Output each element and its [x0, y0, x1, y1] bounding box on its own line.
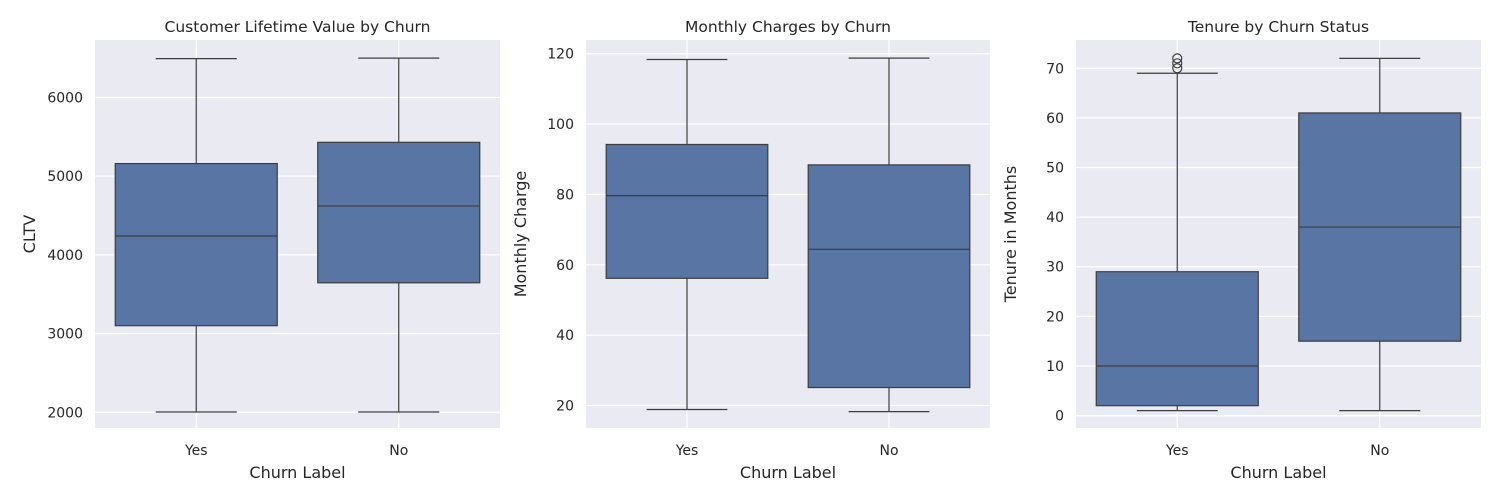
- y-tick-label: 0: [1055, 409, 1064, 425]
- chart-title: Customer Lifetime Value by Churn: [165, 18, 431, 36]
- y-axis-label: Monthly Charge: [511, 171, 530, 298]
- chart-panel-tenure: 0 10 20 30 40 50 60 70 Yes No Tenure by Churn Stat…: [1001, 18, 1481, 482]
- y-tick-label: 4000: [47, 248, 83, 264]
- y-tick-label: 3000: [47, 327, 83, 343]
- box-yes: [605, 58, 769, 411]
- y-tick-label: 20: [556, 398, 574, 414]
- box-no: [1298, 57, 1462, 412]
- y-tick-label: 100: [547, 117, 574, 133]
- y-tick-label: 6000: [47, 90, 83, 106]
- x-axis-label: Churn Label: [1230, 463, 1326, 482]
- y-tick-label: 40: [1046, 210, 1064, 226]
- y-tick-label: 30: [1046, 260, 1064, 276]
- x-tick-label: No: [1370, 443, 1389, 459]
- y-tick-label: 50: [1046, 161, 1064, 177]
- x-tick-label: Yes: [184, 443, 208, 459]
- box-yes: [1095, 53, 1259, 412]
- box-body: [807, 164, 971, 389]
- y-tick-label: 10: [1046, 359, 1064, 375]
- y-axis-label: Tenure in Months: [1001, 166, 1020, 304]
- y-tick-label: 80: [556, 187, 574, 203]
- y-tick-label: 40: [556, 328, 574, 344]
- y-tick-label: 60: [1046, 111, 1064, 127]
- box-no: [807, 57, 971, 413]
- box-body: [114, 162, 278, 327]
- box-yes: [114, 58, 278, 413]
- box-body: [1095, 271, 1259, 407]
- y-tick-label: 70: [1046, 61, 1064, 77]
- outlier-point: [1172, 63, 1183, 74]
- chart-panel-monthly-charges: 20 40 60 80 100 120 Yes No Monthly Charges by Ch…: [511, 18, 990, 482]
- y-tick-label: 5000: [47, 169, 83, 185]
- chart-title: Monthly Charges by Churn: [685, 18, 891, 36]
- outlier-point: [1172, 58, 1183, 69]
- box-no: [317, 57, 481, 413]
- x-tick-label: No: [389, 443, 408, 459]
- x-tick-label: No: [879, 443, 898, 459]
- x-axis-label: Churn Label: [249, 463, 345, 482]
- y-tick-label: 120: [547, 47, 574, 63]
- chart-panel-cltv: 2000 3000 4000 5000 6000 Yes No Customer Lifeti…: [20, 18, 500, 482]
- x-tick-label: Yes: [1165, 443, 1189, 459]
- box-body: [317, 141, 481, 284]
- box-body: [605, 143, 769, 279]
- y-tick-label: 2000: [47, 405, 83, 421]
- x-tick-label: Yes: [675, 443, 699, 459]
- x-axis-label: Churn Label: [740, 463, 836, 482]
- outlier-point: [1172, 53, 1183, 64]
- y-axis-label: CLTV: [20, 215, 39, 254]
- chart-title: Tenure by Churn Status: [1187, 18, 1369, 36]
- y-tick-label: 60: [556, 258, 574, 274]
- y-tick-label: 20: [1046, 309, 1064, 325]
